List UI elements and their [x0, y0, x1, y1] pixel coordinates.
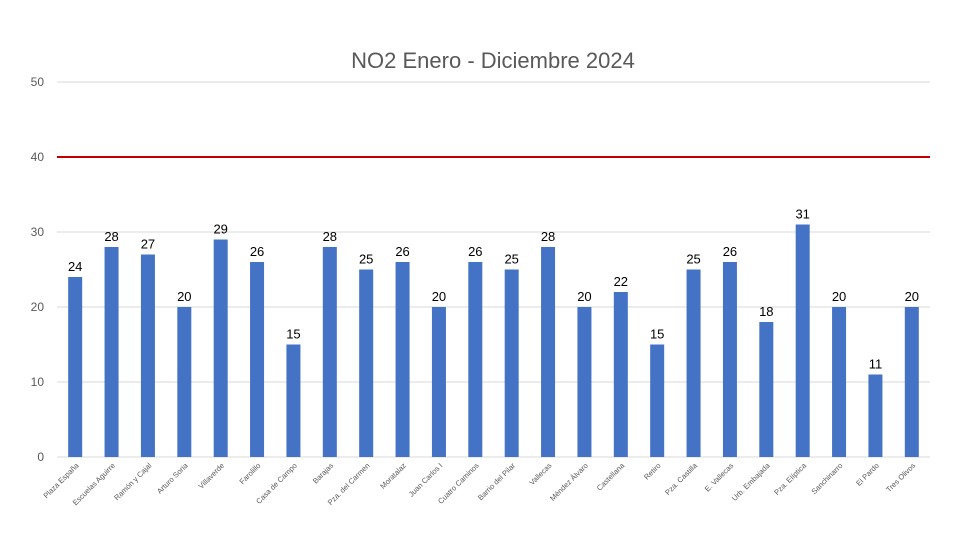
data-label: 28 — [323, 229, 337, 244]
bar — [577, 307, 592, 457]
x-tick-label: Barrio del Pilar — [476, 461, 517, 502]
bar — [541, 247, 556, 457]
x-tick-label: Ramón y Cajal — [112, 461, 153, 502]
x-tick-label: Farolillo — [238, 461, 263, 486]
bar — [286, 344, 301, 457]
data-label: 15 — [286, 327, 300, 342]
y-tick-label: 40 — [31, 150, 45, 164]
data-label: 20 — [432, 289, 446, 304]
x-tick-label: Barajas — [311, 461, 336, 486]
x-tick-label: Sanchinarro — [810, 461, 845, 496]
x-tick-label: Plaza España — [42, 460, 82, 500]
x-tick-label: E. Vallecas — [703, 461, 736, 494]
bar — [140, 254, 155, 457]
data-label: 18 — [759, 304, 773, 319]
data-label: 15 — [650, 327, 664, 342]
bar — [650, 344, 665, 457]
bar — [213, 239, 228, 457]
bar — [359, 269, 374, 457]
bar — [177, 307, 192, 457]
bar — [468, 262, 483, 457]
data-label: 25 — [359, 252, 373, 267]
data-label: 28 — [104, 229, 118, 244]
data-label: 27 — [141, 237, 155, 252]
y-tick-label: 50 — [31, 75, 45, 89]
x-tick-label: El Pardo — [854, 461, 881, 488]
data-label: 31 — [795, 207, 809, 222]
x-tick-label: Pza. Elíptica — [772, 460, 808, 496]
data-label: 26 — [468, 244, 482, 259]
data-label: 20 — [177, 289, 191, 304]
x-tick-label: Urb. Embajada — [730, 460, 772, 502]
data-label: 25 — [686, 252, 700, 267]
x-tick-label: Pza. Castilla — [663, 460, 699, 496]
y-tick-label: 20 — [31, 300, 45, 314]
bar — [722, 262, 737, 457]
data-label: 26 — [250, 244, 264, 259]
data-label: 20 — [905, 289, 919, 304]
bar — [613, 292, 628, 457]
bar — [868, 374, 883, 457]
data-label: 26 — [723, 244, 737, 259]
bar — [759, 322, 774, 457]
bar — [504, 269, 519, 457]
data-label: 20 — [832, 289, 846, 304]
x-tick-label: Vallecas — [527, 461, 553, 487]
y-tick-label: 10 — [31, 375, 45, 389]
x-tick-label: Retiro — [642, 461, 663, 482]
bar — [795, 224, 810, 457]
x-tick-label: Juan Carlos I — [407, 461, 445, 499]
data-label: 11 — [869, 357, 883, 372]
bar — [322, 247, 337, 457]
bar — [250, 262, 265, 457]
data-label: 20 — [577, 289, 591, 304]
bar — [104, 247, 119, 457]
bar — [832, 307, 847, 457]
y-tick-label: 30 — [31, 225, 45, 239]
bar — [395, 262, 410, 457]
bar — [904, 307, 919, 457]
chart-title: NO2 Enero - Diciembre 2024 — [351, 48, 635, 73]
bar — [686, 269, 701, 457]
x-tick-label: Méndez Álvaro — [548, 461, 590, 503]
x-tick-label: Villaverde — [197, 461, 227, 491]
x-tick-label: Tres Olivos — [884, 461, 917, 494]
x-tick-label: Castellana — [595, 460, 627, 492]
data-label: 24 — [68, 259, 82, 274]
data-label: 29 — [213, 222, 227, 237]
bar — [68, 277, 83, 457]
data-label: 22 — [614, 274, 628, 289]
data-label: 28 — [541, 229, 555, 244]
x-tick-label: Moratalaz — [378, 461, 408, 491]
x-tick-label: Arturo Soria — [155, 460, 190, 495]
y-tick-label: 0 — [37, 450, 44, 464]
bar — [431, 307, 446, 457]
data-label: 25 — [504, 252, 518, 267]
data-label: 26 — [395, 244, 409, 259]
